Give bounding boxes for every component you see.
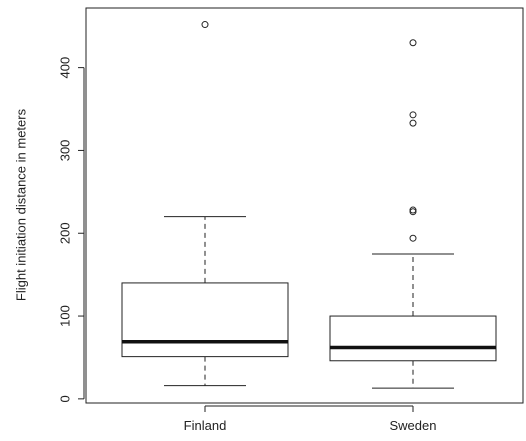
plot-frame [85, 7, 524, 404]
x-tick-label-sweden: Sweden [390, 418, 437, 433]
outlier-point [409, 119, 417, 127]
y-axis-label: Flight initiation distance in meters [13, 108, 28, 301]
y-axis: 0 100 200 300 400 [57, 57, 85, 402]
x-tick-label-finland: Finland [184, 418, 227, 433]
box-finland [121, 21, 289, 387]
outlier-point [201, 21, 209, 29]
outlier-point [409, 234, 417, 242]
iqr-box [121, 282, 289, 358]
iqr-box [329, 315, 497, 362]
y-tick-label: 100 [57, 305, 72, 327]
y-tick-label: 400 [57, 57, 72, 79]
y-tick-label: 300 [57, 140, 72, 162]
boxes-layer [121, 21, 497, 389]
x-axis: Finland Sweden [184, 405, 437, 433]
outlier-point [409, 111, 417, 119]
y-tick-label: 0 [57, 395, 72, 402]
y-tick-label: 200 [57, 222, 72, 244]
outlier-point [409, 206, 417, 214]
box-sweden [329, 39, 497, 389]
outlier-point [409, 39, 417, 47]
